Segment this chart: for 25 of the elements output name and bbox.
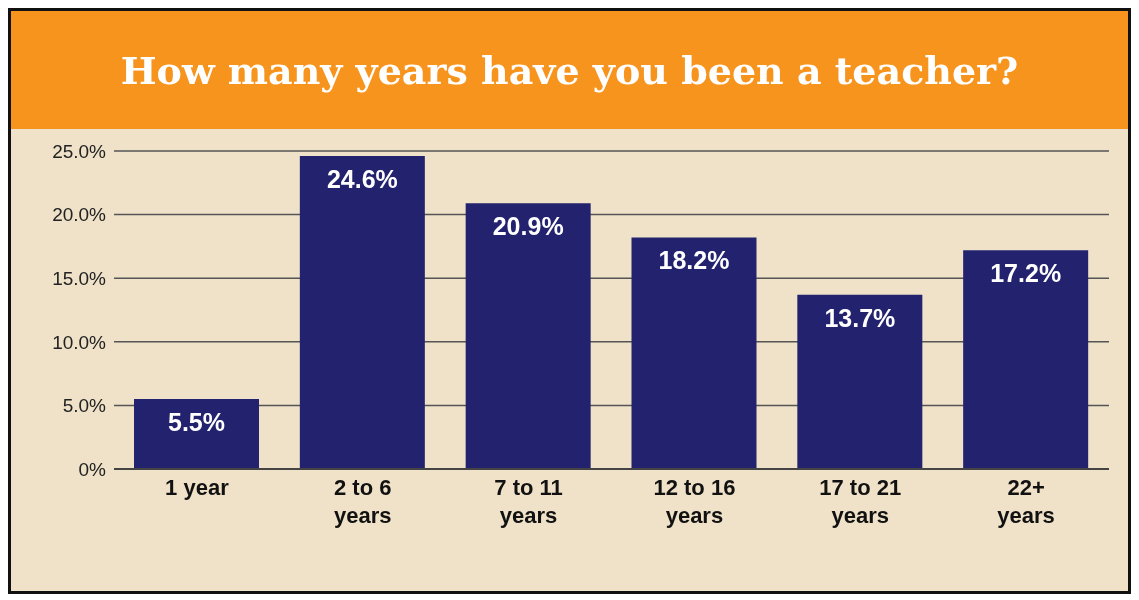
data-label: 18.2%	[658, 246, 730, 275]
bar	[134, 399, 259, 469]
y-tick-label: 20.0%	[52, 204, 107, 226]
y-tick-label: 5.0%	[62, 395, 107, 417]
x-tick-label: 12 to 16 years	[653, 475, 736, 528]
data-label: 20.9%	[492, 212, 564, 241]
y-tick-label: 0%	[78, 458, 107, 480]
data-label: 13.7%	[824, 303, 896, 332]
bar	[299, 156, 425, 469]
y-tick-label: 15.0%	[52, 267, 107, 289]
x-tick-label: 2 to 6 years	[333, 475, 392, 528]
bar	[465, 203, 591, 469]
bar	[963, 250, 1089, 469]
x-tick-label: 7 to 11 years	[494, 475, 563, 528]
y-tick-label: 25.0%	[52, 140, 107, 162]
x-tick-label: 22+ years	[997, 475, 1055, 528]
data-label: 17.2%	[990, 259, 1062, 288]
data-label: 5.5%	[168, 408, 225, 437]
x-tick-label: 17 to 21 years	[819, 475, 902, 528]
bar	[797, 294, 923, 469]
chart-title: How many years have you been a teacher?	[11, 11, 1128, 129]
x-tick-label: 1 year	[165, 475, 230, 500]
y-tick-label: 10.0%	[52, 331, 107, 353]
data-label: 24.6%	[326, 165, 398, 194]
bar	[631, 237, 757, 469]
